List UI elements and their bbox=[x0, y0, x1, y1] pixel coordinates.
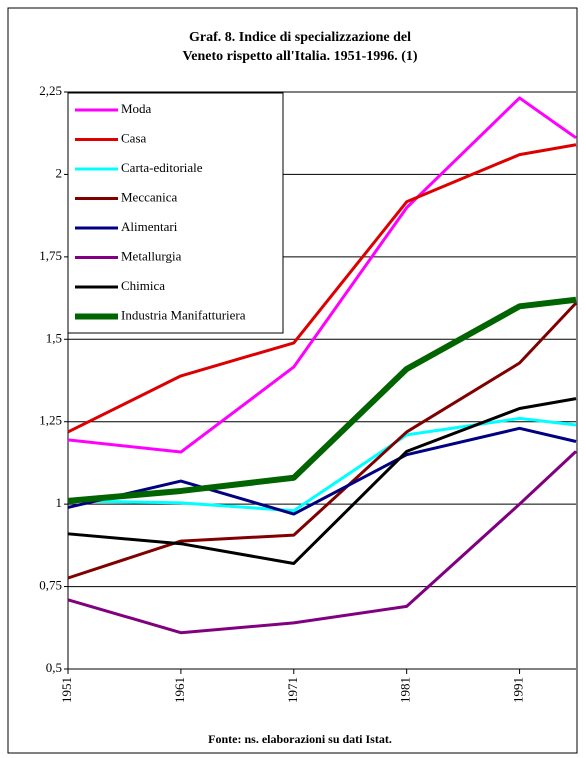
legend-label: Casa bbox=[121, 130, 147, 145]
y-tick-label: 2 bbox=[56, 165, 63, 180]
y-tick-label: 1,25 bbox=[39, 413, 62, 428]
y-tick-label: 0,75 bbox=[39, 578, 62, 593]
series-line bbox=[67, 96, 577, 454]
legend-label: Carta-editoriale bbox=[121, 160, 203, 175]
series-line bbox=[67, 296, 577, 504]
legend-label: Moda bbox=[121, 101, 152, 116]
legend-label: Industria Manifatturiera bbox=[121, 307, 246, 322]
series-line bbox=[67, 143, 577, 434]
frame bbox=[7, 7, 578, 754]
legend-label: Chimica bbox=[121, 278, 165, 293]
legend-label: Meccanica bbox=[121, 189, 178, 204]
x-tick-label: 1961 bbox=[172, 677, 187, 703]
y-tick-label: 2,25 bbox=[39, 83, 62, 98]
legend-label: Alimentari bbox=[121, 219, 178, 234]
y-tick-label: 1,75 bbox=[39, 248, 62, 263]
y-tick-label: 0,5 bbox=[46, 660, 62, 675]
series-line bbox=[67, 426, 577, 516]
series-line bbox=[67, 450, 578, 635]
source-note: Fonte: ns. elaborazioni su dati Istat. bbox=[208, 732, 392, 746]
x-tick-label: 1971 bbox=[285, 677, 300, 703]
x-tick-label: 1951 bbox=[59, 677, 74, 703]
y-tick-label: 1 bbox=[56, 495, 63, 510]
chart-title: Veneto rispetto all'Italia. 1951-1996. (… bbox=[182, 49, 417, 64]
series-line bbox=[67, 416, 577, 513]
series-line bbox=[67, 397, 577, 565]
chart-title: Graf. 8. Indice di specializzazione del bbox=[189, 30, 411, 45]
legend-label: Metallurgia bbox=[121, 248, 182, 263]
x-tick-label: 1991 bbox=[511, 677, 526, 703]
legend-box bbox=[67, 92, 284, 334]
x-tick-label: 1981 bbox=[398, 677, 413, 703]
y-tick-label: 1,5 bbox=[46, 330, 62, 345]
